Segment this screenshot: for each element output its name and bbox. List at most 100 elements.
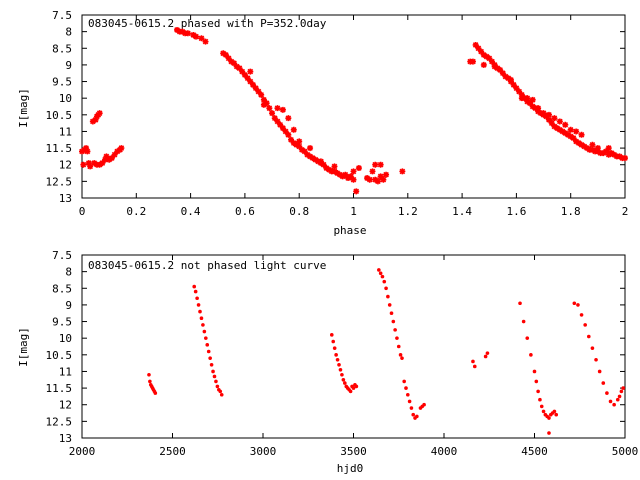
data-point — [369, 168, 376, 175]
data-point — [374, 178, 381, 185]
data-point — [518, 95, 525, 102]
data-point — [350, 168, 357, 175]
data-point — [331, 163, 338, 170]
data-point — [201, 323, 205, 327]
data-point — [87, 163, 94, 170]
data-point — [594, 145, 601, 152]
data-point — [407, 399, 412, 404]
data-point — [348, 389, 353, 394]
data-point — [529, 353, 533, 357]
data-point — [587, 334, 591, 339]
data-point — [513, 85, 520, 92]
data-point — [518, 91, 525, 98]
x-tick-label: 0.4 — [181, 205, 201, 218]
y-ticks: 7.5 8 8.5 9 9.5 10 10.5 11 11.5 12 12.5 13 — [46, 249, 625, 445]
y-tick-label: 10.5 — [46, 109, 73, 122]
data-point — [480, 61, 487, 68]
data-point — [545, 111, 552, 118]
data-point — [350, 176, 357, 183]
data-point — [252, 85, 259, 92]
data-point — [389, 311, 394, 316]
data-point — [307, 145, 314, 152]
data-point — [594, 358, 598, 362]
data-point — [111, 151, 118, 158]
data-point — [83, 145, 90, 152]
data-point — [621, 386, 625, 390]
data-point — [118, 145, 125, 152]
y-tick-label: 12 — [59, 399, 72, 412]
data-point — [486, 55, 493, 62]
data-point — [202, 329, 207, 334]
data-point — [260, 96, 267, 103]
data-point — [622, 155, 628, 162]
data-point — [212, 374, 217, 379]
y-tick-label: 8.5 — [52, 282, 72, 295]
y-tick-label: 10.5 — [46, 349, 73, 362]
data-point — [409, 406, 414, 410]
data-point — [471, 359, 475, 364]
data-point — [274, 105, 281, 112]
data-point — [619, 389, 624, 394]
data-point — [218, 389, 223, 394]
data-point — [378, 271, 383, 276]
data-point — [617, 394, 622, 399]
data-point — [415, 414, 419, 419]
data-point — [396, 344, 401, 349]
data-point — [247, 68, 254, 75]
data-point — [338, 367, 343, 372]
data-point — [554, 412, 559, 417]
chart-title: 083045-0615.2 not phased light curve — [88, 259, 326, 272]
data-point — [102, 156, 109, 163]
data-point — [347, 173, 354, 180]
data-point — [209, 363, 214, 367]
data-point — [331, 339, 336, 344]
data-point — [193, 33, 200, 40]
data-point — [499, 70, 506, 77]
data-point — [529, 96, 536, 103]
data-point — [507, 76, 514, 83]
data-point — [241, 71, 248, 78]
data-point — [260, 101, 267, 108]
data-point — [195, 296, 199, 301]
data-point — [335, 358, 340, 362]
data-point — [573, 128, 580, 135]
data-point — [153, 391, 158, 395]
data-point — [524, 95, 531, 102]
y-axis-label: I[mag] — [17, 327, 30, 367]
data-point — [332, 346, 337, 350]
data-point — [377, 161, 384, 168]
y-tick-label: 7.5 — [52, 249, 72, 262]
data-point — [279, 106, 286, 113]
data-point — [579, 313, 584, 317]
y-tick-label: 9 — [65, 59, 72, 72]
data-point — [488, 58, 495, 65]
data-point — [532, 369, 537, 374]
data-point — [578, 131, 585, 138]
x-tick-label: 0 — [79, 205, 86, 218]
data-point — [395, 336, 399, 340]
data-point — [485, 351, 490, 355]
data-point — [552, 409, 557, 414]
x-tick-label: 0.2 — [126, 205, 146, 218]
data-point — [540, 110, 547, 117]
data-point — [538, 397, 542, 402]
data-point — [290, 126, 297, 133]
y-tick-label: 8 — [65, 266, 72, 279]
data-point — [589, 141, 596, 148]
data-points — [79, 26, 628, 195]
x-tick-label: 0.6 — [235, 205, 255, 218]
data-point — [608, 399, 613, 404]
data-point — [478, 48, 485, 55]
data-point — [288, 136, 295, 143]
data-point — [334, 353, 338, 357]
y-tick-label: 9 — [65, 299, 72, 312]
data-point — [211, 369, 215, 374]
data-point — [343, 381, 347, 385]
y-tick-label: 10 — [59, 92, 72, 105]
data-point — [472, 364, 477, 369]
x-tick-label: 1.6 — [506, 205, 526, 218]
data-point — [386, 294, 390, 299]
data-point — [247, 78, 254, 85]
data-point — [391, 319, 396, 324]
